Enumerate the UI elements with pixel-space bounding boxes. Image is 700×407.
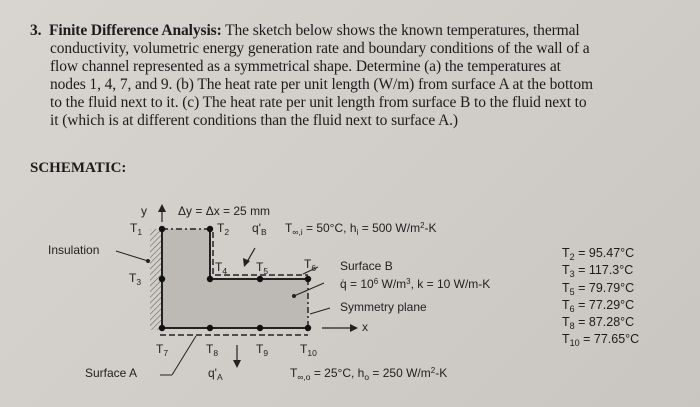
schematic-heading: SCHEMATIC: — [30, 160, 127, 176]
leader-lines — [115, 250, 331, 376]
node-label-7: T7 — [156, 342, 169, 358]
x-axis-label: x — [362, 320, 368, 334]
symmetry-plane-label: Symmetry plane — [340, 300, 427, 314]
result-t10: T10 = 77.65°C — [562, 332, 640, 348]
grid-spacing: Δy = Δx = 25 mm — [178, 204, 271, 218]
insulation-label: Insulation — [48, 243, 100, 257]
generation-conductivity: q̇ = 106 W/m3, k = 10 W/m-K — [340, 277, 491, 291]
node-label-1: T1 — [130, 221, 143, 237]
problem-title: Finite Difference Analysis: — [49, 22, 222, 39]
surface-b-dashed — [212, 232, 308, 276]
node-label-8: T8 — [206, 342, 219, 358]
node-label-4: T4 — [215, 260, 228, 276]
problem-line-4: nodes 1, 4, 7, and 9. (b) The heat rate … — [50, 76, 593, 93]
inner-fluid-conditions: T∞,i = 50°C, hi = 500 W/m2-K — [285, 221, 437, 237]
problem-line-2: conductivity, volumetric energy generati… — [50, 40, 590, 57]
result-t5: T5 = 79.79°C — [562, 281, 635, 297]
y-axis-arrow-icon — [158, 204, 166, 222]
node-label-10: T10 — [300, 342, 317, 358]
wall-shape — [162, 229, 308, 328]
node-label-6: T6 — [304, 257, 317, 273]
result-t2: T2 = 95.47°C — [562, 246, 635, 262]
problem-line-1: 3. Finite Difference Analysis: The sketc… — [30, 22, 580, 40]
surface-b-label: Surface B — [340, 259, 393, 273]
nodes — [158, 225, 312, 332]
node-label-9: T9 — [256, 342, 269, 358]
problem-line-3: flow channel represented as a symmetrica… — [50, 58, 561, 75]
x-axis-arrow-icon — [322, 324, 358, 332]
result-t3: T3 = 117.3°C — [562, 263, 634, 279]
node-label-2: T2 — [217, 221, 230, 237]
node-label-5: T5 — [256, 260, 269, 276]
problem-line-6: it (which is at different conditions tha… — [50, 112, 458, 129]
qa-label: q'A — [208, 366, 223, 382]
qa-arrow-icon — [233, 345, 241, 368]
insulation-hatch — [150, 229, 162, 330]
qb-arrow-icon — [243, 247, 256, 267]
problem-line: The sketch below shows the known tempera… — [221, 22, 580, 39]
node-label-3: T3 — [129, 271, 142, 287]
result-t6: T6 = 77.29°C — [562, 298, 635, 314]
result-t8: T8 = 87.28°C — [562, 315, 635, 331]
surface-a-label: Surface A — [85, 366, 138, 380]
y-axis-label: y — [141, 204, 147, 218]
outer-fluid-conditions: T∞,o = 25°C, ho = 250 W/m2-K — [290, 366, 448, 382]
problem-number: 3. — [30, 22, 42, 39]
qb-label: q'B — [252, 221, 267, 237]
problem-line-5: to the fluid next to it. (c) The heat ra… — [50, 94, 587, 111]
